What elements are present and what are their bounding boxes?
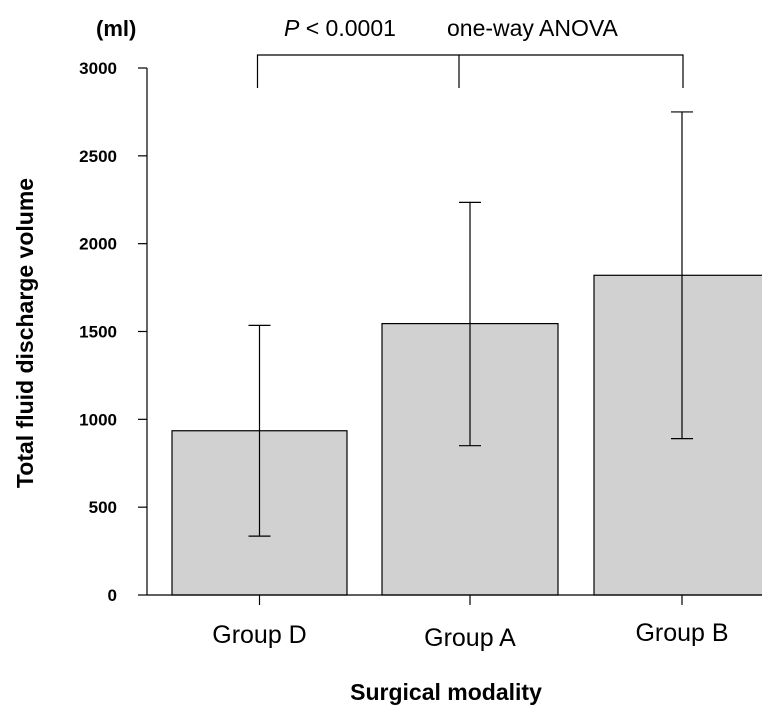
bar-group-b <box>593 274 762 596</box>
x-tick-label: Group D <box>212 621 306 649</box>
p-value-label: P < 0.0001 <box>284 15 396 41</box>
significance-annotation: P < 0.0001 one-way ANOVA <box>256 15 684 88</box>
y-tick-label: 2500 <box>79 147 117 166</box>
y-tick-label: 1500 <box>79 323 117 342</box>
y-tick-label: 500 <box>89 498 117 517</box>
significance-bracket <box>256 54 684 88</box>
y-tick-label: 1000 <box>79 410 117 429</box>
y-tick-label: 0 <box>108 586 117 605</box>
x-tick-label: Group B <box>635 619 728 647</box>
x-axis: Group D Group A Group B <box>147 594 762 652</box>
test-name-label: one-way ANOVA <box>447 15 619 41</box>
x-tick-label: Group A <box>424 624 516 652</box>
p-symbol: P <box>284 15 300 41</box>
y-axis: 0 500 1000 1500 2000 2500 3000 <box>79 59 148 605</box>
x-axis-title: Surgical modality <box>350 679 542 705</box>
bars <box>171 274 762 596</box>
p-value: < 0.0001 <box>299 15 396 41</box>
unit-label: (ml) <box>96 16 136 41</box>
y-axis-title: Total fluid discharge volume <box>12 178 38 488</box>
y-tick-label: 3000 <box>79 59 117 78</box>
error-bars <box>248 111 693 537</box>
bracket-line <box>256 54 684 88</box>
y-tick-label: 2000 <box>79 235 117 254</box>
